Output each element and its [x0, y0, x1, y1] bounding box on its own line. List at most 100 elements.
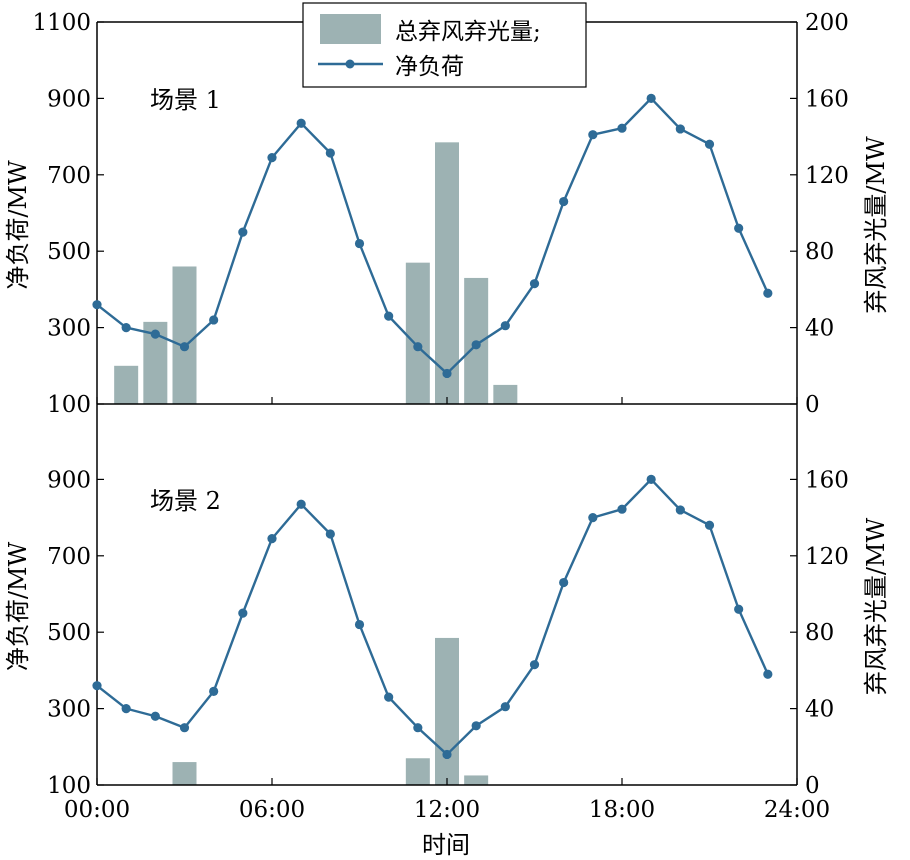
scenario-2-net-load-point	[559, 577, 569, 588]
scenario-2-net-load-line	[96, 478, 769, 756]
scenario-2-net-load-point	[471, 721, 481, 731]
scenario-1-net-load-point	[442, 368, 452, 379]
scenario-2-net-load-point	[325, 529, 335, 539]
scenario-1-left-tick-label: 900	[47, 86, 91, 112]
scenario-2-net-load-point	[150, 711, 160, 721]
scenario-1-net-load-point	[238, 227, 248, 237]
scenario-1-net-load-point	[500, 321, 510, 331]
scenario-1-left-tick-label: 300	[47, 316, 91, 342]
x-tick-label: 12:00	[414, 797, 480, 823]
scenario-1-curtailment-bar	[493, 384, 518, 404]
scenario-1-right-tick-label: 40	[805, 316, 834, 342]
scenario-1-left-tick-label: 100	[47, 392, 91, 418]
scenario-1-left-tick-label: 700	[47, 163, 91, 189]
scenario-1-left-axis-label: 净负荷/MW	[4, 160, 32, 290]
scenario-1-net-load-point	[92, 300, 102, 310]
scenario-2-net-load-point	[267, 534, 277, 544]
scenario-2-net-load-point	[121, 704, 131, 714]
scenario-2-right-tick-label: 0	[805, 773, 820, 799]
scenario-2-net-load-point	[384, 692, 394, 702]
legend-line-label: 净负荷	[395, 54, 464, 80]
legend-bar-label: 总弃风弃光量;	[395, 19, 541, 45]
scenario-2-net-load-point	[296, 499, 306, 509]
scenario-1-net-load-point	[763, 288, 773, 298]
scenario-1-net-load-point	[267, 153, 277, 163]
legend: 总弃风弃光量; 净负荷	[302, 2, 587, 88]
scenario-1-net-load-point	[179, 342, 190, 352]
x-axis-label: 时间	[422, 831, 470, 859]
scenario-2-panel: 100 300 500 700 900 0 40 80 120 160 场景 2 净负荷/MW 弃风弃光…	[4, 404, 890, 799]
scenario-1-right-tick-label: 200	[805, 10, 849, 36]
scenario-2-curtailment-bar	[464, 775, 489, 785]
scenario-1-curtailment-bar	[114, 365, 139, 404]
scenario-1-right-tick-label: 0	[805, 392, 820, 418]
scenario-1-net-load-point	[646, 93, 656, 103]
scenario-1-net-load-point	[354, 238, 365, 249]
scenario-2-left-tick-label: 500	[47, 620, 91, 646]
scenario-2-right-tick-label: 40	[805, 697, 834, 723]
scenario-1-right-axis-label: 弃风弃光量/MW	[862, 136, 890, 314]
scenario-1-net-load-point	[734, 223, 744, 233]
scenario-1-net-load-point	[296, 118, 306, 128]
scenario-1-net-load-point	[209, 315, 219, 325]
scenario-1-label: 场景 1	[150, 86, 221, 114]
x-tick-label: 06:00	[239, 797, 305, 823]
scenario-2-label: 场景 2	[150, 487, 221, 515]
scenario-1-right-tick-label: 80	[805, 239, 834, 265]
scenario-1-net-load-point	[325, 148, 335, 158]
scenario-1-left-tick-label: 1100	[32, 10, 91, 36]
scenario-2-net-load-point	[354, 619, 365, 630]
scenario-1-net-load-point	[704, 139, 715, 149]
scenario-2-net-load-point	[704, 520, 715, 530]
legend-bar-swatch	[320, 14, 381, 44]
scenario-1-right-tick-label: 120	[805, 163, 849, 189]
scenario-1-net-load-point	[588, 130, 598, 140]
scenario-2-left-tick-label: 300	[47, 697, 91, 723]
scenario-1-net-load-point	[384, 311, 394, 321]
scenario-1-curtailment-bar	[172, 266, 197, 404]
scenario-1-net-load-point	[121, 323, 131, 333]
scenario-1-net-load-line	[96, 97, 769, 375]
legend-line-marker	[345, 59, 355, 69]
scenario-2-net-load-point	[209, 686, 219, 697]
x-tick-label: 24:00	[764, 797, 830, 823]
scenario-1-net-load-point	[529, 279, 540, 289]
scenario-2-left-tick-label: 700	[47, 544, 91, 570]
scenario-2-curtailment-bar	[405, 758, 430, 785]
scenario-1-curtailment-bar	[435, 142, 459, 404]
scenario-2-left-tick-label: 100	[47, 773, 91, 799]
scenario-2-net-load-point	[529, 660, 540, 670]
scenario-2-net-load-point	[734, 604, 744, 614]
scenario-2-left-axis-label: 净负荷/MW	[4, 542, 32, 672]
x-tick-label: 18:00	[589, 797, 655, 823]
scenario-2-net-load-point	[617, 504, 627, 514]
x-tick-label: 00:00	[64, 797, 130, 823]
scenario-2-right-axis-label: 弃风弃光量/MW	[862, 518, 890, 696]
scenario-2-curtailment-bar	[172, 762, 197, 785]
scenario-2-net-load-point	[500, 702, 510, 712]
scenario-1-panel: 100 300 500 700 900 1100 0 40 80 120 160 200 场景 1 净负荷…	[4, 10, 890, 418]
scenario-2-net-load-point	[92, 681, 102, 691]
scenario-1-net-load-point	[471, 340, 481, 350]
scenario-2-net-load-point	[588, 513, 598, 523]
scenario-2-net-load-point	[413, 723, 423, 733]
scenario-2-net-load-point	[442, 749, 452, 760]
scenario-1-net-load-point	[413, 342, 423, 352]
scenario-2-net-load-point	[179, 723, 190, 733]
scenario-2-right-tick-label: 160	[805, 467, 849, 493]
scenario-2-net-load-point	[763, 669, 773, 679]
scenario-1-net-load-point	[559, 196, 569, 207]
scenario-1-curtailment-bar	[405, 262, 430, 404]
scenario-2-left-tick-label: 900	[47, 467, 91, 493]
x-axis: 00:00 06:00 12:00 18:00 24:00	[64, 797, 830, 823]
scenario-1-left-tick-label: 500	[47, 239, 91, 265]
scenario-2-net-load-point	[238, 608, 248, 618]
scenario-2-net-load-point	[675, 505, 685, 515]
scenario-2-curtailment-bar	[435, 637, 459, 785]
scenario-1-net-load-point	[150, 329, 160, 339]
scenario-2-net-load-point	[646, 474, 656, 484]
scenario-2-right-tick-label: 80	[805, 620, 834, 646]
scenario-1-net-load-point	[617, 123, 627, 133]
scenario-1-right-tick-label: 160	[805, 86, 849, 112]
